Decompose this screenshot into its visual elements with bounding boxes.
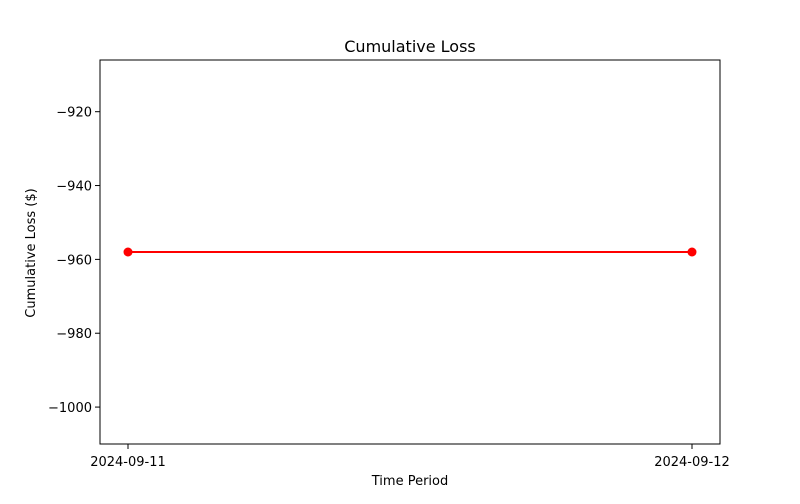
plot-area: −920 −940 −960 −980 −1000 2024-09-11 2024-09-1… bbox=[48, 59, 730, 470]
y-tick-label: −1000 bbox=[48, 401, 92, 416]
y-tick-label: −940 bbox=[56, 180, 92, 195]
x-tick-label: 2024-09-11 bbox=[90, 455, 166, 470]
plot-frame bbox=[99, 59, 721, 445]
y-tick-label: −980 bbox=[56, 327, 92, 342]
data-point bbox=[123, 247, 133, 257]
y-tick-label: −920 bbox=[56, 106, 92, 121]
chart-title: Cumulative Loss bbox=[344, 37, 476, 56]
y-tick-label: −960 bbox=[56, 253, 92, 268]
data-point bbox=[687, 247, 697, 257]
y-axis-label: Cumulative Loss ($) bbox=[24, 188, 39, 317]
x-tick-label: 2024-09-12 bbox=[654, 455, 730, 470]
x-axis-label: Time Period bbox=[371, 474, 448, 489]
